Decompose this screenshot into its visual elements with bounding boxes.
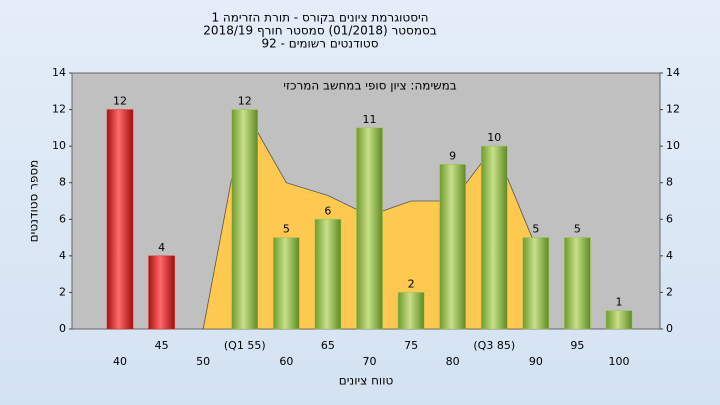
y2-tick-label: 12 bbox=[666, 103, 680, 116]
y-tick-label: 0 bbox=[59, 322, 66, 335]
value-label: 5 bbox=[283, 223, 290, 236]
y-tick-label: 12 bbox=[52, 103, 66, 116]
bar bbox=[273, 237, 300, 330]
bar bbox=[314, 219, 342, 330]
x-tick-label: 80 bbox=[446, 355, 460, 368]
y-tick-label: 10 bbox=[52, 139, 66, 152]
x-tick-label: 90 bbox=[529, 355, 543, 368]
value-label: 9 bbox=[449, 149, 456, 162]
y2-tick-label: 6 bbox=[666, 212, 673, 225]
x-tick-label: 100 bbox=[609, 355, 630, 368]
value-label: 2 bbox=[408, 277, 415, 290]
value-label: 11 bbox=[363, 113, 377, 126]
x-tick-label: 95 bbox=[570, 339, 584, 352]
bar bbox=[439, 164, 466, 330]
x-tick-label: (Q1 55) bbox=[224, 339, 266, 352]
bar bbox=[564, 237, 591, 330]
value-label: 12 bbox=[113, 95, 127, 108]
value-label: 5 bbox=[532, 223, 539, 236]
value-label: 4 bbox=[158, 241, 165, 254]
value-label: 5 bbox=[574, 223, 581, 236]
value-label: 1 bbox=[616, 296, 623, 309]
bar bbox=[148, 255, 175, 330]
x-tick-label: (Q3 85) bbox=[473, 339, 515, 352]
x-tick-label: 50 bbox=[196, 355, 210, 368]
chart-title: היסטוגרמת ציונים בקורס - תורת הזרימה 1 bbox=[211, 11, 428, 25]
x-tick-label: 75 bbox=[404, 339, 418, 352]
bar bbox=[106, 109, 134, 330]
y2-tick-label: 2 bbox=[666, 285, 673, 298]
x-axis-label: טווח ציונים bbox=[339, 374, 394, 388]
subtitle: סטודנטים רשומים - 92 bbox=[261, 37, 378, 51]
y-tick-label: 8 bbox=[59, 176, 66, 189]
y-tick-label: 2 bbox=[59, 285, 66, 298]
bar bbox=[356, 127, 383, 330]
y2-tick-label: 4 bbox=[666, 249, 673, 262]
x-tick-label: 60 bbox=[279, 355, 293, 368]
bar bbox=[605, 310, 633, 330]
y2-tick-label: 8 bbox=[666, 176, 673, 189]
value-label: 12 bbox=[238, 95, 252, 108]
bar bbox=[522, 237, 550, 330]
x-tick-label: 40 bbox=[113, 355, 127, 368]
bar bbox=[231, 109, 258, 330]
x-tick-label: 45 bbox=[155, 339, 169, 352]
x-tick-label: 70 bbox=[363, 355, 377, 368]
bar bbox=[481, 145, 508, 330]
y-tick-label: 4 bbox=[59, 249, 66, 262]
y2-tick-label: 10 bbox=[666, 139, 680, 152]
value-label: 6 bbox=[324, 204, 331, 217]
y-tick-label: 14 bbox=[52, 66, 66, 79]
annotation: במשימה: ציון סופי במחשב המרכזי bbox=[283, 79, 457, 93]
bar bbox=[397, 292, 425, 330]
subtitle: בסמסטר (01/2018) סמסטר חורף 2018/19 bbox=[203, 24, 436, 38]
y-tick-label: 6 bbox=[59, 212, 66, 225]
y2-tick-label: 14 bbox=[666, 66, 680, 79]
value-label: 10 bbox=[487, 131, 501, 144]
x-tick-label: 65 bbox=[321, 339, 335, 352]
y-axis-label: מספר סטודנטים bbox=[27, 160, 41, 243]
y2-tick-label: 0 bbox=[666, 322, 673, 335]
